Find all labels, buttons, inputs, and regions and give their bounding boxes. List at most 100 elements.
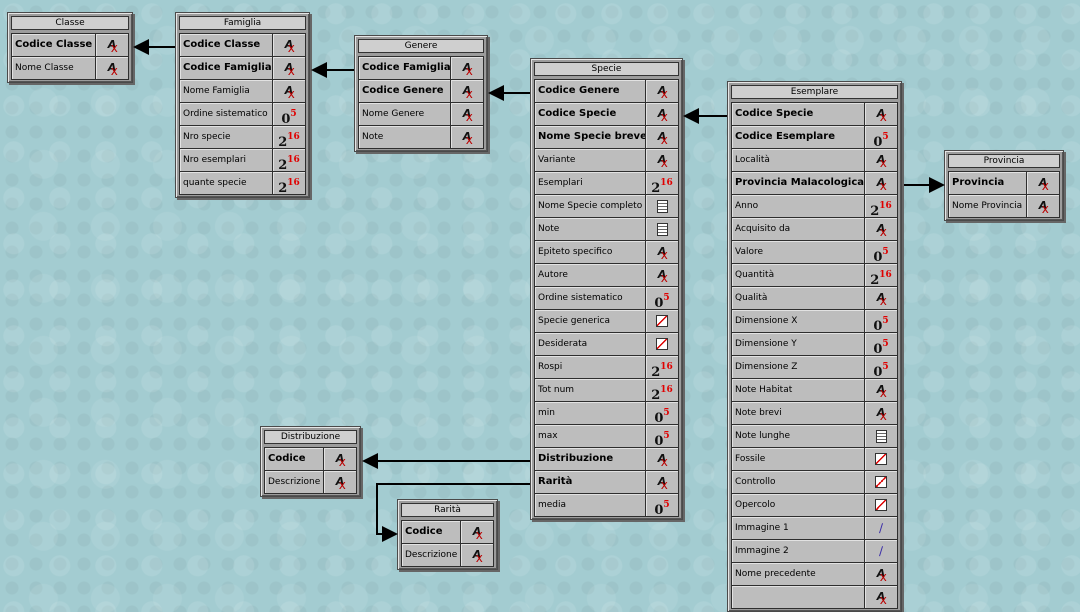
field-row[interactable]: Anno 216 bbox=[731, 195, 898, 219]
field-row[interactable]: Tot num 216 bbox=[534, 379, 679, 403]
boolean-field-icon bbox=[865, 494, 897, 516]
field-row[interactable]: Note lunghe bbox=[731, 425, 898, 448]
real-field-icon: 05 bbox=[865, 356, 897, 380]
field-name: Dimensione X bbox=[732, 310, 865, 332]
field-name: Codice Esemplare bbox=[732, 126, 865, 148]
field-name: Note brevi bbox=[732, 402, 865, 424]
field-name: Codice bbox=[402, 521, 461, 543]
field-row[interactable]: Ordine sistematico 05 bbox=[179, 103, 306, 127]
field-name: Descrizione bbox=[402, 544, 461, 566]
field-row[interactable]: Nome Specie completo bbox=[534, 195, 679, 218]
field-name: Codice Genere bbox=[535, 80, 646, 102]
field-row[interactable]: Dimensione Y 05 bbox=[731, 333, 898, 357]
memo-field-icon bbox=[646, 218, 678, 240]
field-name: Dimensione Y bbox=[732, 333, 865, 355]
field-row[interactable]: Codice Esemplare 05 bbox=[731, 126, 898, 150]
field-row[interactable]: Dimensione Z 05 bbox=[731, 356, 898, 380]
field-row[interactable]: Note bbox=[534, 218, 679, 241]
field-row[interactable]: Controllo bbox=[731, 471, 898, 494]
field-row[interactable]: Ordine sistematico 05 bbox=[534, 287, 679, 311]
real-field-icon: 05 bbox=[646, 287, 678, 311]
field-row[interactable]: Fossile bbox=[731, 448, 898, 471]
field-row[interactable]: Nro specie 216 bbox=[179, 126, 306, 150]
field-row[interactable]: Esemplari 216 bbox=[534, 172, 679, 196]
field-row[interactable]: media 05 bbox=[534, 494, 679, 518]
field-row[interactable]: Desiderata bbox=[534, 333, 679, 356]
field-row[interactable]: Opercolo bbox=[731, 494, 898, 517]
field-row[interactable]: Immagine 2 ∕ bbox=[731, 540, 898, 563]
field-name: Specie generica bbox=[535, 310, 646, 332]
field-row[interactable]: Nro esemplari 216 bbox=[179, 149, 306, 173]
field-row[interactable]: Rospi 216 bbox=[534, 356, 679, 380]
field-row[interactable]: min 05 bbox=[534, 402, 679, 426]
picture-field-icon: ∕ bbox=[865, 540, 897, 562]
field-row[interactable]: Quantità 216 bbox=[731, 264, 898, 288]
real-field-icon: 05 bbox=[646, 425, 678, 449]
field-row[interactable]: Specie generica bbox=[534, 310, 679, 333]
field-row[interactable]: max 05 bbox=[534, 425, 679, 449]
field-name: Immagine 2 bbox=[732, 540, 865, 562]
field-row[interactable]: quante specie 216 bbox=[179, 172, 306, 196]
field-name: Codice bbox=[265, 448, 324, 470]
field-row[interactable]: Dimensione X 05 bbox=[731, 310, 898, 334]
field-name: media bbox=[535, 494, 646, 516]
field-name: Nome Specie completo bbox=[535, 195, 646, 217]
field-name: Località bbox=[732, 149, 865, 171]
field-row[interactable]: Valore 05 bbox=[731, 241, 898, 265]
field-name: Fossile bbox=[732, 448, 865, 470]
field-row[interactable]: Immagine 1 ∕ bbox=[731, 517, 898, 540]
field-name: Codice Genere bbox=[359, 80, 451, 102]
picture-field-icon: ∕ bbox=[865, 517, 897, 539]
memo-field-icon bbox=[646, 195, 678, 217]
field-name: Note bbox=[359, 126, 451, 148]
